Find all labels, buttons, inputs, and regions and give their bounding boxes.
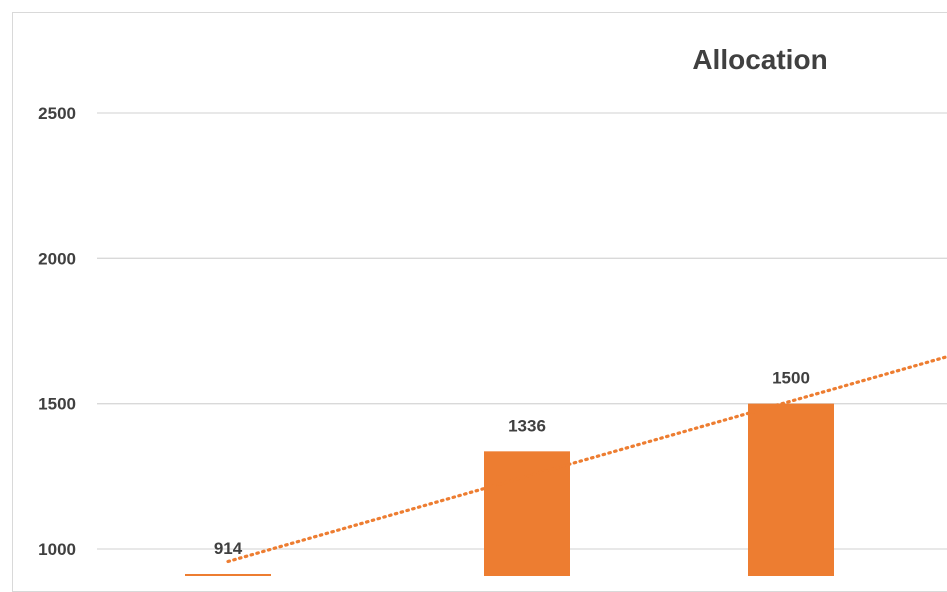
bar: [748, 403, 834, 576]
chart-title: Allocation: [692, 44, 827, 75]
chart: 1000 1500 2000 2500 914 1336 1500 Allocation: [38, 44, 947, 576]
data-label: 1500: [772, 369, 810, 388]
bars: [185, 403, 834, 576]
data-label: 914: [214, 539, 243, 558]
trendline: [226, 355, 947, 564]
y-tick-label: 2500: [38, 104, 76, 123]
bar: [185, 573, 271, 576]
y-tick-label: 1500: [38, 395, 76, 414]
y-axis-ticks: 1000 1500 2000 2500: [38, 104, 76, 559]
data-label: 1336: [508, 416, 546, 435]
trendline-group: [226, 355, 947, 564]
data-labels: 914 1336 1500: [214, 369, 810, 558]
y-tick-label: 1000: [38, 540, 76, 559]
y-tick-label: 2000: [38, 249, 76, 268]
bar: [484, 451, 570, 576]
